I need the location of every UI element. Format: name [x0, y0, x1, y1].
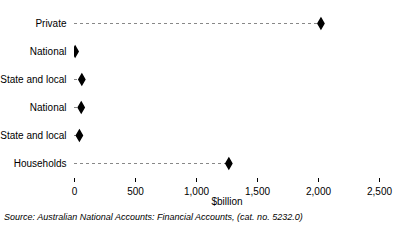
svg-text:2,500: 2,500: [367, 186, 392, 197]
svg-text:1,000: 1,000: [184, 186, 209, 197]
html-text:Source: Australian National Ac: Source: Australian National Accounts: Fi…: [4, 212, 303, 222]
svg-text:State and local: State and local: [0, 74, 66, 85]
svg-text:0: 0: [72, 186, 78, 197]
svg-text:National: National: [30, 102, 67, 113]
svg-text:$billion: $billion: [211, 196, 242, 207]
svg-text:2,000: 2,000: [306, 186, 331, 197]
svg-text:State and local: State and local: [0, 130, 66, 141]
svg-text:1,500: 1,500: [245, 186, 270, 197]
svg-text:500: 500: [127, 186, 144, 197]
svg-text:Private: Private: [35, 18, 67, 29]
svg-text:National: National: [30, 46, 67, 57]
svg-text:Households: Households: [14, 158, 67, 169]
